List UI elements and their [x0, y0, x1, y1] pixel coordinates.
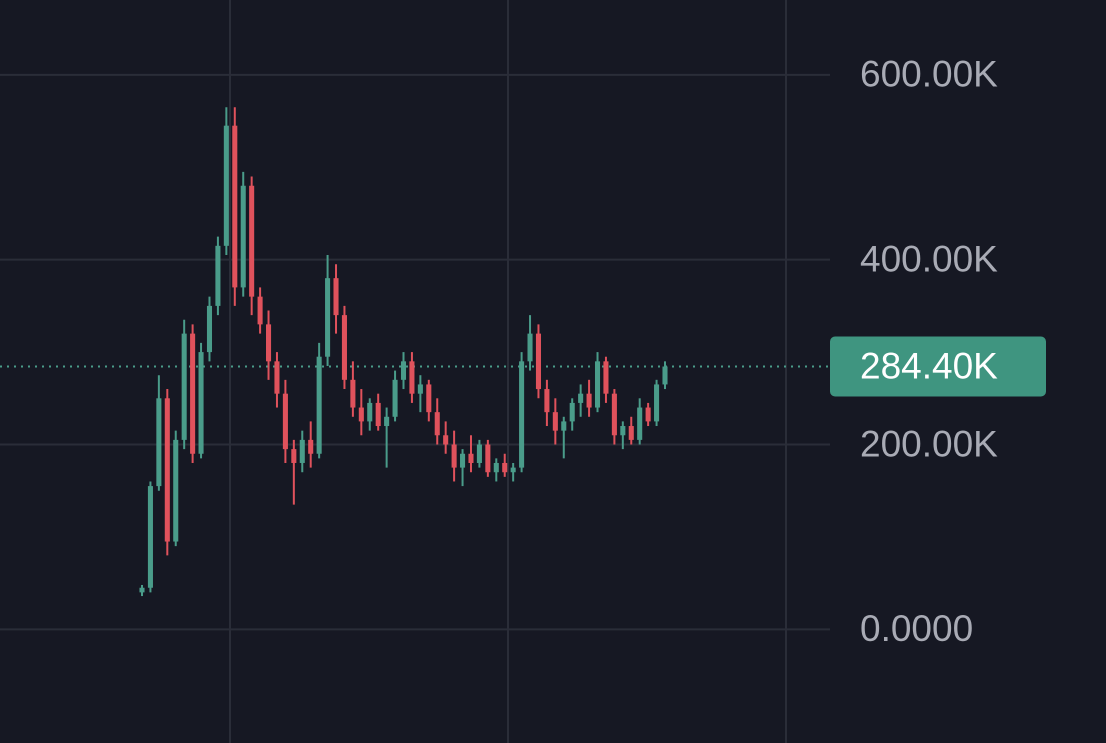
candle-body [274, 361, 280, 394]
candle-body [257, 296, 263, 325]
candle-body [451, 444, 457, 468]
candle-body [468, 453, 474, 463]
candle-body [173, 439, 179, 542]
candle-body [299, 439, 305, 463]
candle-body [637, 407, 643, 440]
candle-body [510, 467, 516, 473]
candle-body [350, 379, 356, 408]
y-tick-label: 200.00K [860, 423, 998, 464]
y-tick-label: 600.00K [860, 54, 998, 95]
candle-body [164, 398, 170, 542]
candle-body [594, 361, 601, 408]
candle-body [249, 185, 255, 297]
candle-body [190, 333, 196, 454]
candle-body [316, 356, 322, 454]
candle-body [147, 486, 153, 588]
y-tick-label: 0.0000 [860, 608, 973, 649]
candle-body [139, 587, 145, 593]
candle-body [358, 407, 364, 422]
candle-body [409, 361, 415, 394]
candle-body [375, 402, 381, 427]
candle-body [384, 416, 390, 427]
candle-body [223, 125, 229, 246]
candle-body [476, 444, 482, 463]
candle-body [628, 426, 634, 440]
axis-labels: 600.00K 400.00K 200.00K 0.0000 284.40K [830, 54, 1046, 649]
candle-body [493, 462, 499, 473]
candle-body [460, 453, 466, 468]
candle-body [662, 366, 668, 385]
candle-body [561, 421, 567, 431]
candle-body [519, 361, 525, 468]
candle-body [654, 384, 660, 422]
candle-body [181, 333, 187, 440]
candle-body [232, 125, 238, 288]
candles [139, 107, 668, 597]
candle-body [586, 393, 592, 408]
candle-body [645, 407, 651, 422]
candle-body [620, 426, 626, 436]
grid [0, 73, 830, 631]
last-price-label: 284.40K [860, 345, 998, 386]
candle-body [215, 245, 221, 306]
candle-body [156, 398, 162, 487]
candle-body [308, 439, 314, 454]
last-price-badge [830, 336, 1046, 397]
candle-body [443, 435, 449, 445]
candle-body [198, 352, 204, 454]
candle-body [341, 315, 347, 380]
candle-body [266, 324, 272, 362]
candle-body [392, 379, 398, 417]
candle-body [417, 384, 423, 394]
candle-body [291, 449, 297, 463]
candle-body [544, 389, 550, 413]
candle-body [206, 305, 213, 353]
candle-body [552, 412, 558, 431]
y-tick-label: 400.00K [860, 238, 998, 279]
candle-body [434, 412, 440, 436]
candle-body [333, 278, 339, 316]
candle-body [367, 402, 373, 422]
candle-body [603, 361, 609, 394]
candle-body [569, 402, 575, 422]
candle-body [485, 444, 491, 473]
candle-body [325, 278, 331, 357]
candle-body [578, 393, 584, 403]
candle-body [240, 185, 246, 288]
candle-body [426, 384, 432, 413]
candle-body [527, 333, 533, 362]
candle-body [400, 361, 407, 380]
candle-body [502, 462, 508, 473]
candle-body [611, 393, 617, 436]
candle-body [282, 393, 288, 450]
candle-body [535, 333, 541, 390]
